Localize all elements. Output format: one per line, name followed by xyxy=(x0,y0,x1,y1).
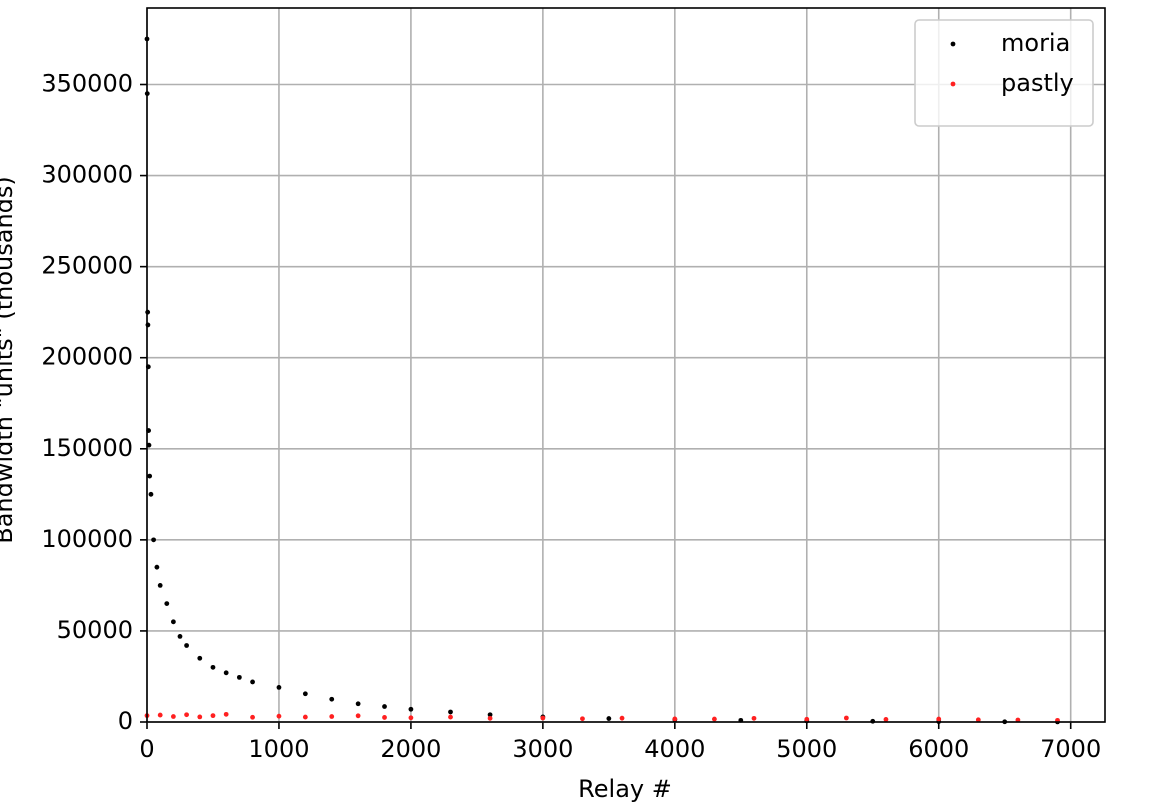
point xyxy=(751,715,757,721)
point xyxy=(223,670,229,676)
x-tick-label: 1000 xyxy=(248,735,309,763)
y-tick-label: 0 xyxy=(118,707,133,735)
point xyxy=(580,716,585,722)
x-tick-label: 3000 xyxy=(512,735,573,763)
y-tick-label: 50000 xyxy=(57,616,133,644)
point xyxy=(487,712,493,718)
legend-marker xyxy=(950,41,956,47)
legend-box xyxy=(914,19,1094,127)
point xyxy=(1015,717,1021,723)
point xyxy=(804,716,810,722)
point xyxy=(250,679,255,685)
point xyxy=(210,713,216,719)
legend-label: pastly xyxy=(1001,69,1074,97)
point xyxy=(157,712,163,718)
point xyxy=(408,706,414,712)
point xyxy=(210,664,216,670)
y-tick-label: 200000 xyxy=(41,343,133,371)
point xyxy=(355,701,361,707)
point xyxy=(672,716,678,722)
y-tick-label: 100000 xyxy=(41,525,133,553)
point xyxy=(164,601,170,607)
point xyxy=(151,537,156,543)
y-tick-label: 300000 xyxy=(41,161,133,189)
point xyxy=(184,712,189,718)
point xyxy=(329,714,335,719)
x-axis-label: Relay # xyxy=(578,775,672,803)
point xyxy=(148,491,154,497)
point xyxy=(157,582,163,588)
point xyxy=(382,715,387,720)
x-tick-label: 7000 xyxy=(1040,735,1101,763)
point xyxy=(619,715,625,721)
point xyxy=(154,564,160,570)
point xyxy=(302,714,308,720)
point xyxy=(382,704,387,709)
point xyxy=(843,715,849,721)
y-tick-label: 350000 xyxy=(41,70,133,98)
point xyxy=(170,619,176,625)
point xyxy=(250,714,255,720)
point xyxy=(197,714,203,720)
point xyxy=(487,715,493,721)
point xyxy=(302,691,308,697)
point xyxy=(355,713,361,719)
point xyxy=(236,674,242,680)
x-tick-label: 4000 xyxy=(644,735,705,763)
point xyxy=(408,715,414,721)
point xyxy=(606,716,612,721)
point xyxy=(170,714,176,719)
y-tick-label: 150000 xyxy=(41,434,133,462)
point xyxy=(975,717,981,723)
y-axis-label: Bandwidth "units" (thousands) xyxy=(0,176,18,544)
point xyxy=(936,716,942,722)
x-tick-label: 6000 xyxy=(908,735,969,763)
point xyxy=(276,713,282,719)
legend-label: moria xyxy=(1001,29,1070,57)
point xyxy=(540,715,546,721)
point xyxy=(223,711,229,717)
y-tick-label: 250000 xyxy=(41,252,133,280)
point xyxy=(197,655,203,661)
point xyxy=(712,716,717,722)
point xyxy=(883,717,889,722)
point xyxy=(448,709,453,715)
plot-frame xyxy=(146,7,1106,723)
point xyxy=(147,473,153,479)
x-tick-label: 5000 xyxy=(776,735,837,763)
x-tick-label: 0 xyxy=(139,735,154,763)
point xyxy=(448,714,453,720)
point xyxy=(177,633,183,639)
legend-marker xyxy=(950,81,956,87)
point xyxy=(184,643,189,648)
x-tick-label: 2000 xyxy=(380,735,441,763)
point xyxy=(276,684,282,690)
point xyxy=(329,696,335,702)
